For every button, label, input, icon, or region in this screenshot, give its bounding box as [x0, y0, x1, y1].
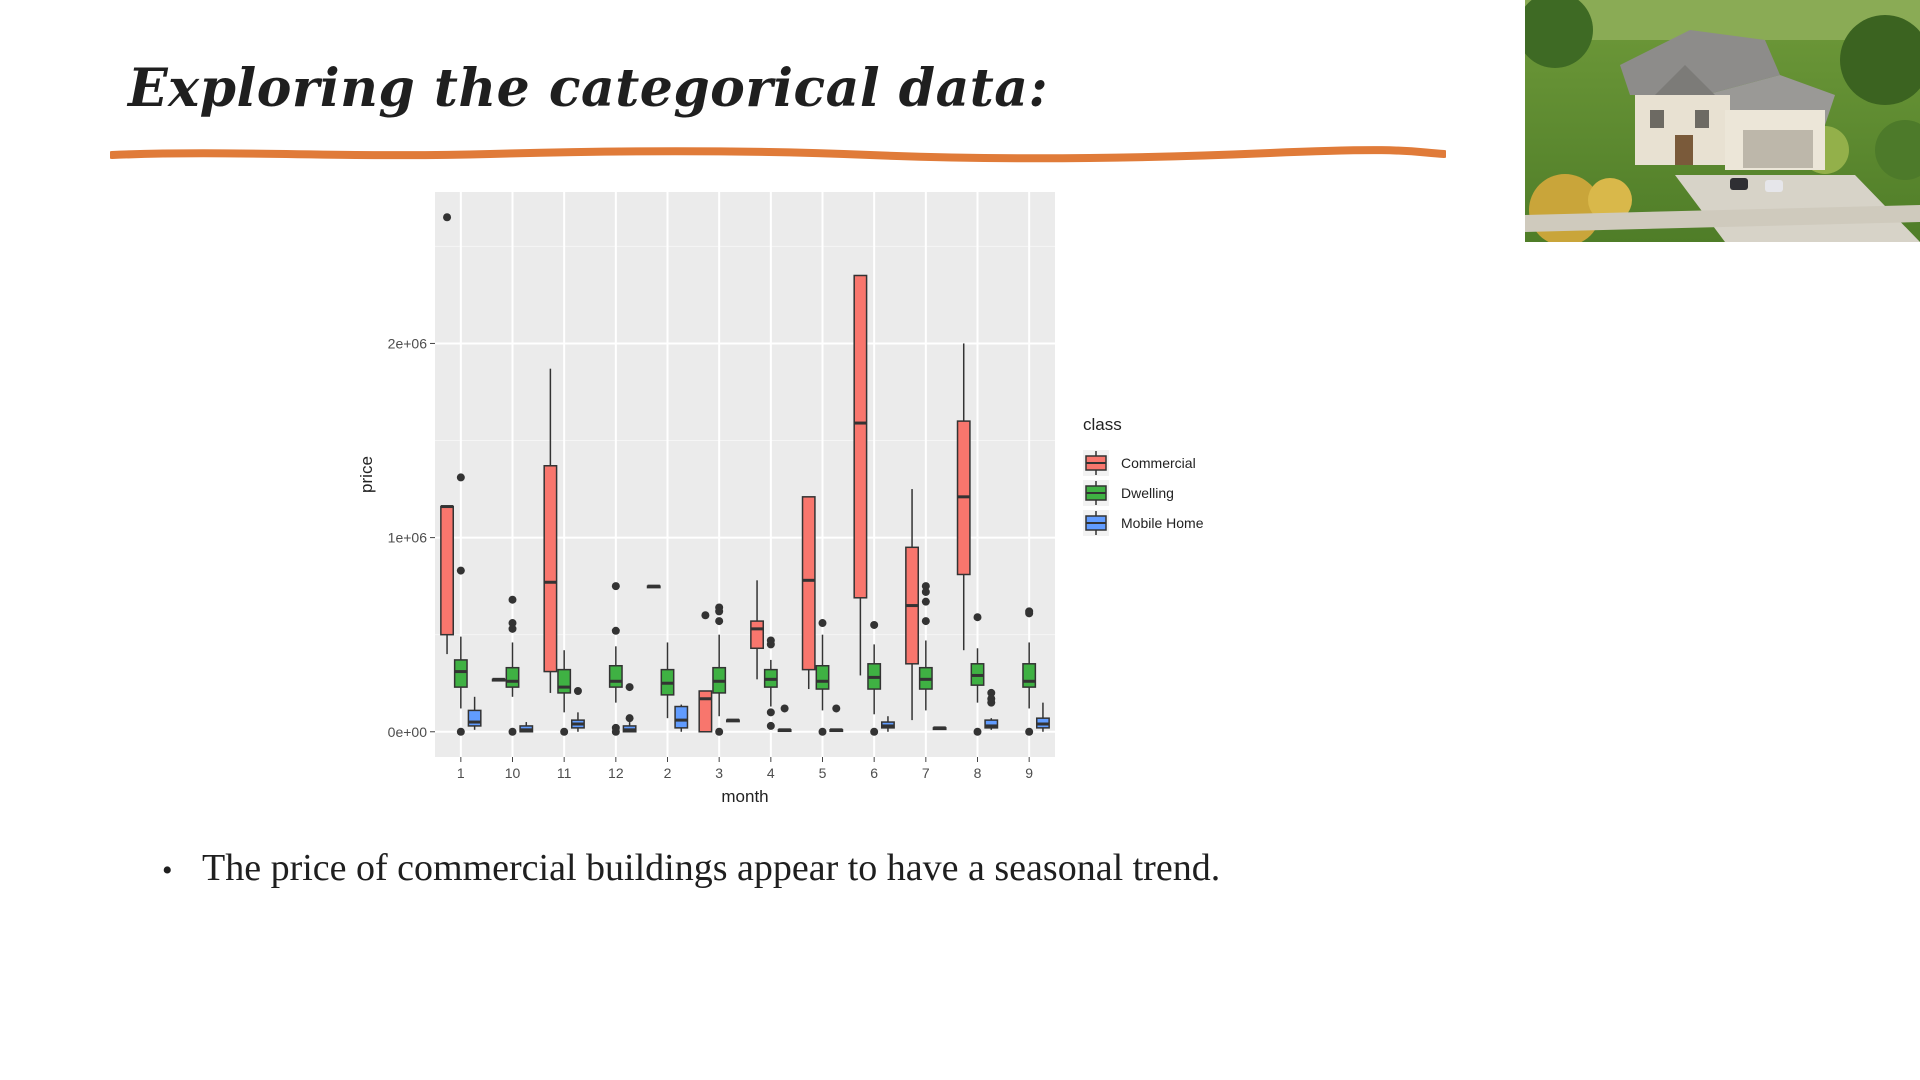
box-dwelling-month-9 — [1022, 663, 1037, 688]
box-commercial-month-4 — [750, 620, 765, 650]
x-tick-label: 3 — [715, 765, 723, 781]
outlier-point-dwelling — [611, 582, 620, 591]
outlier-point-dwelling — [456, 473, 465, 482]
outlier-point-commercial — [443, 213, 452, 222]
outlier-point-dwelling — [560, 727, 569, 736]
x-axis-label: month — [721, 787, 768, 806]
outlier-point-dwelling — [715, 617, 724, 626]
outlier-point-dwelling — [508, 595, 517, 604]
outlier-point-dwelling — [1025, 727, 1034, 736]
box-dwelling-month-11 — [557, 668, 572, 694]
outlier-point-mobile-home — [573, 686, 582, 695]
legend-label: Commercial — [1121, 455, 1196, 471]
outlier-point-mobile-home — [987, 688, 996, 697]
outlier-point-dwelling — [611, 727, 620, 736]
x-tick-label: 4 — [767, 765, 775, 781]
outlier-point-dwelling — [508, 624, 517, 633]
box-mobile-home-month-1 — [467, 709, 482, 727]
x-tick-label: 5 — [819, 765, 827, 781]
y-tick-label: 0e+00 — [388, 724, 428, 740]
box-commercial-month-3 — [698, 690, 713, 733]
plot-panel — [435, 192, 1055, 757]
outlier-point-mobile-home — [780, 704, 789, 713]
outlier-point-dwelling — [766, 708, 775, 717]
x-tick-label: 12 — [608, 765, 624, 781]
outlier-point-dwelling — [921, 597, 930, 606]
outlier-point-dwelling — [766, 721, 775, 730]
outlier-point-dwelling — [973, 727, 982, 736]
outlier-point-dwelling — [973, 613, 982, 622]
title-underline — [110, 146, 1446, 163]
house-photo — [1525, 0, 1920, 242]
x-tick-label: 1 — [457, 765, 465, 781]
outlier-point-dwelling — [1025, 609, 1034, 618]
outlier-point-mobile-home — [625, 683, 634, 692]
box-dwelling-month-10 — [505, 666, 520, 688]
outlier-point-dwelling — [508, 619, 517, 628]
outlier-point-dwelling — [456, 727, 465, 736]
outlier-point-commercial — [701, 611, 710, 620]
outlier-point-dwelling — [456, 566, 465, 575]
box-commercial-month-5 — [801, 496, 816, 671]
outlier-point-dwelling — [921, 582, 930, 591]
bullet-text: The price of commercial buildings appear… — [202, 847, 1221, 889]
box-commercial-month-11 — [543, 465, 558, 673]
outlier-point-dwelling — [870, 620, 879, 629]
outlier-point-mobile-home — [987, 698, 996, 707]
outlier-point-dwelling — [611, 626, 620, 635]
bullet-point: • The price of commercial buildings appe… — [162, 846, 1220, 890]
x-tick-label: 2 — [664, 765, 672, 781]
outlier-point-dwelling — [508, 727, 517, 736]
y-axis-label: price — [357, 456, 376, 493]
outlier-point-dwelling — [715, 607, 724, 616]
outlier-point-dwelling — [818, 619, 827, 628]
box-commercial-month-6 — [853, 274, 868, 599]
outlier-point-dwelling — [921, 617, 930, 626]
slide-title: Exploring the categorical data: — [128, 58, 1049, 119]
legend-title: class — [1083, 415, 1122, 434]
x-tick-label: 10 — [505, 765, 521, 781]
box-commercial-month-1 — [440, 505, 455, 636]
box-mobile-home-month-8 — [984, 719, 999, 729]
outlier-point-dwelling — [818, 727, 827, 736]
outlier-point-dwelling — [715, 727, 724, 736]
x-tick-label: 6 — [870, 765, 878, 781]
outlier-point-mobile-home — [625, 714, 634, 723]
outlier-point-dwelling — [870, 727, 879, 736]
outlier-point-dwelling — [766, 640, 775, 649]
legend-label: Mobile Home — [1121, 515, 1204, 531]
x-tick-label: 9 — [1025, 765, 1033, 781]
x-tick-label: 8 — [974, 765, 982, 781]
x-tick-label: 7 — [922, 765, 930, 781]
bullet-dot: • — [162, 854, 173, 887]
box-dwelling-month-12 — [608, 664, 623, 688]
outlier-point-dwelling — [921, 587, 930, 596]
box-mobile-home-month-2 — [674, 705, 689, 729]
legend-label: Dwelling — [1121, 485, 1174, 501]
box-dwelling-month-5 — [815, 664, 830, 690]
box-dwelling-month-1 — [453, 659, 468, 688]
x-tick-label: 11 — [557, 765, 572, 781]
boxplot-chart: 0e+00 1e+06 2e+06 1 10 11 12 2 3 4 5 6 7 8 9 month price… — [357, 192, 1204, 806]
y-tick-label: 1e+06 — [388, 530, 428, 546]
y-tick-label: 2e+06 — [388, 335, 428, 351]
outlier-point-mobile-home — [832, 704, 841, 713]
